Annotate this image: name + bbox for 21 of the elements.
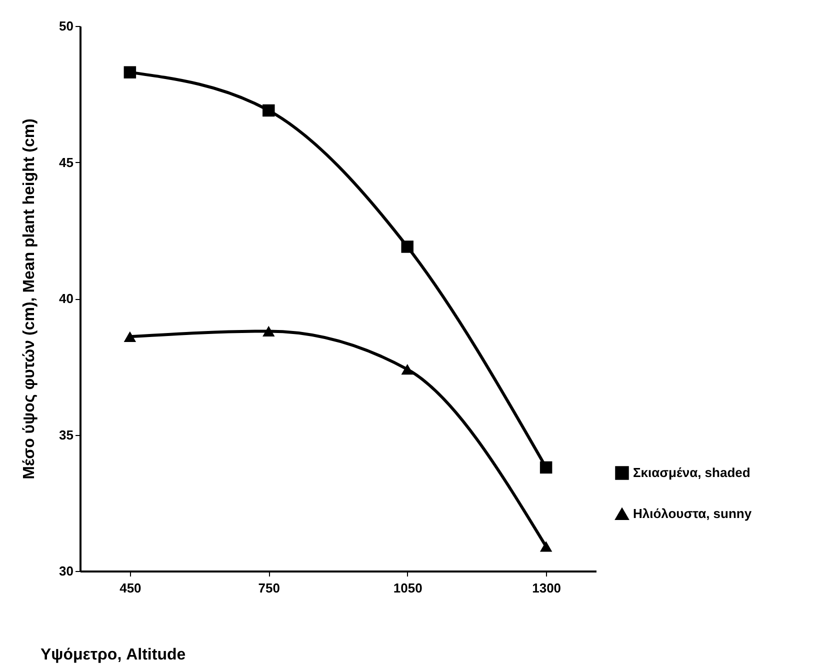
y-tick-label: 40: [59, 291, 74, 306]
point: [124, 66, 136, 78]
legend-label: Σκιασμένα, shaded: [633, 465, 750, 480]
x-tick-label: 750: [258, 580, 280, 596]
y-tick-label: 45: [59, 154, 74, 170]
y-tick-label: 30: [59, 564, 74, 578]
point: [540, 461, 552, 474]
y-tick-label: 35: [59, 427, 74, 442]
x-axis-title: Υψόμετρο, Altitude: [40, 646, 186, 664]
legend-label: Ηλιόλουστα, sunny: [633, 506, 752, 521]
point: [401, 240, 414, 253]
x-tick-label: 450: [120, 580, 142, 596]
point: [540, 541, 552, 552]
y-tick-label: 50: [59, 18, 74, 34]
point: [124, 331, 136, 342]
point: [262, 326, 275, 337]
x-tick-label: 1300: [532, 580, 562, 596]
x-tick-label: 1050: [393, 580, 422, 596]
point: [401, 364, 414, 375]
y-axis-title: Μέσο ύψος φυτών (cm), Mean plant height (cm): [21, 118, 38, 480]
point: [262, 104, 275, 117]
